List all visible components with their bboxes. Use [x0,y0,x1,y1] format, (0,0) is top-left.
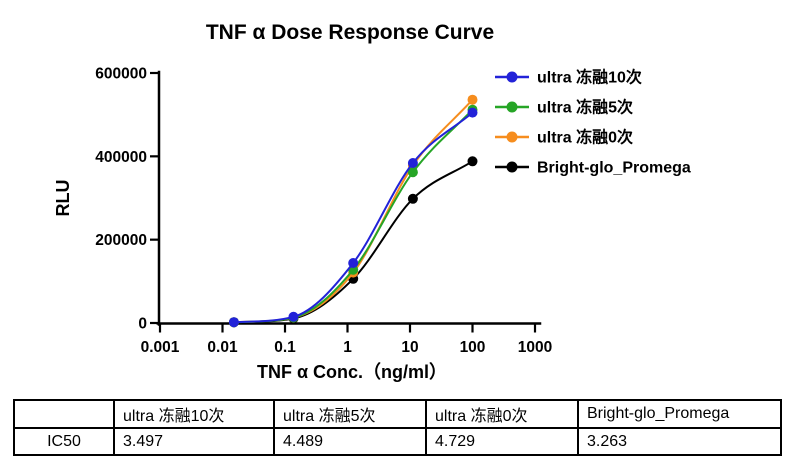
legend-marker-icon [506,131,518,143]
table-header-series-3: ultra 冻融0次 [425,399,579,429]
legend-item-0: ultra 冻融10次 [495,68,642,87]
table-header-series-1: ultra 冻融10次 [113,399,275,429]
y-tick-label: 0 [138,316,147,333]
legend-label: ultra 冻融10次 [537,68,642,87]
legend-item-2: ultra 冻融0次 [495,128,633,147]
series-0-marker [228,317,239,328]
legend-item-1: ultra 冻融5次 [495,98,633,117]
legend-item-3: Bright-glo_Promega [495,160,691,177]
series-2 [228,94,478,328]
x-tick-label: 0.01 [207,339,238,356]
series-0-marker [467,107,478,118]
chart-title: TNF α Dose Response Curve [206,21,494,44]
legend-marker-icon [506,101,518,113]
y-tick-label: 200000 [95,232,147,249]
ic50-table: ultra 冻融10次 ultra 冻融5次 ultra 冻融0次 Bright… [13,399,782,456]
ic50-value-2: 4.489 [273,427,427,456]
y-tick-label: 400000 [95,149,147,166]
table-header-series-2: ultra 冻融5次 [273,399,427,429]
y-axis-label: RLU [53,180,73,217]
dose-response-chart: TNF α Dose Response Curve 0 200000 400000 60… [53,21,691,382]
series-1 [228,104,478,328]
x-tick-label: 100 [460,339,486,356]
x-tick-label: 1000 [518,339,552,356]
series-0-marker [407,158,418,168]
legend-label: Bright-glo_Promega [537,160,691,177]
axes [156,70,542,326]
series-0-marker [348,258,359,268]
legend-label: ultra 冻融5次 [537,98,633,117]
legend-marker-icon [506,71,518,83]
ic50-value-1: 3.497 [113,427,275,456]
legend-marker-icon [506,161,518,173]
series-3-curve [233,160,474,324]
x-tick-label: 0.1 [274,339,296,356]
series-1-curve [233,109,474,324]
series-3-marker [407,193,418,204]
legend-label: ultra 冻融0次 [537,128,633,147]
x-axis-label: TNF α Conc.（ng/ml） [257,362,447,382]
series-2-curve [233,99,474,324]
x-tick-label: 10 [401,339,418,356]
series-1-marker [407,167,418,178]
table-header-series-4: Bright-glo_Promega [577,399,782,429]
series-0-marker [288,311,299,322]
series-2-marker [467,94,478,105]
series-3 [228,156,478,328]
series-3-marker [467,156,478,167]
table-row-ic50: IC50 3.497 4.489 4.729 3.263 [13,427,782,456]
ic50-value-4: 3.263 [577,427,782,456]
series-0 [228,107,478,328]
x-tick-label: 0.001 [141,339,180,356]
legend: ultra 冻融10次 ultra 冻融5次 ultra 冻融0次 Bright-gl… [495,68,691,177]
x-axis-ticks: 0.001 0.01 0.1 1 10 100 1000 [141,324,552,356]
x-tick-label: 1 [343,339,352,356]
y-tick-label: 600000 [95,66,147,83]
table-header-row: ultra 冻融10次 ultra 冻融5次 ultra 冻融0次 Bright… [13,399,782,429]
ic50-row-label: IC50 [13,427,115,456]
table-header-corner [13,399,115,429]
y-axis-ticks: 0 200000 400000 600000 [95,66,158,333]
ic50-value-3: 4.729 [425,427,579,456]
